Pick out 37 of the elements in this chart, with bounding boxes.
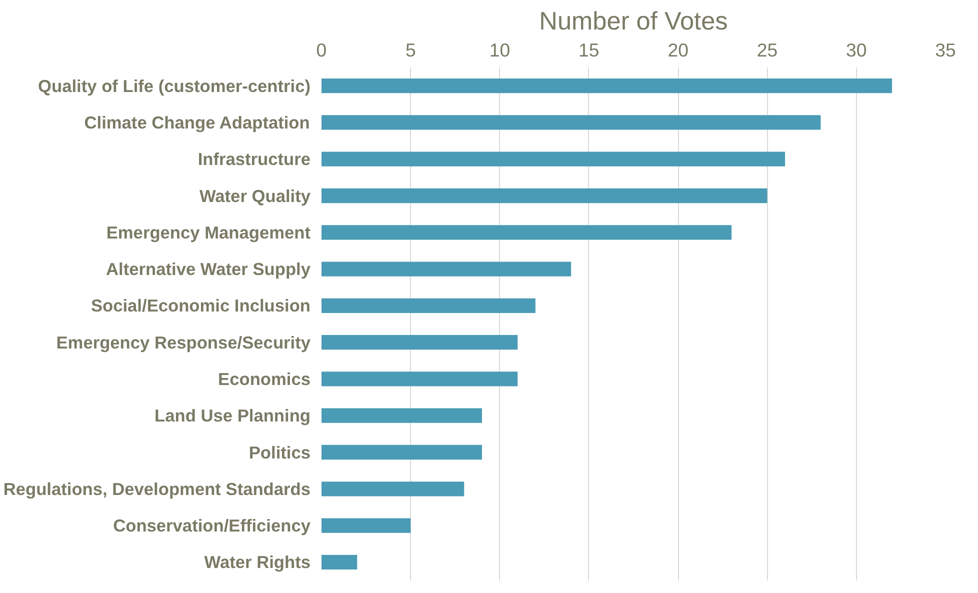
y-tick-label: Politics — [248, 442, 311, 462]
y-tick-label: Infrastructure — [198, 149, 311, 170]
y-tick-label: Emergency Management — [106, 222, 311, 242]
bar — [322, 188, 768, 204]
bar — [322, 225, 732, 240]
bar — [322, 262, 572, 276]
bar — [322, 482, 464, 496]
bar — [322, 78, 892, 94]
y-tick-label: Alternative Water Supply — [106, 259, 311, 280]
x-tick-label: 10 — [489, 40, 510, 60]
bar — [322, 408, 482, 423]
bar — [322, 444, 482, 460]
y-tick-label: Water Quality — [199, 186, 311, 206]
bar — [322, 372, 518, 386]
x-tick-label: 20 — [668, 40, 688, 60]
x-tick-label: 30 — [846, 40, 867, 60]
y-tick-label: Land Use Planning — [154, 406, 311, 426]
chart-title: Number of Votes — [539, 8, 728, 36]
y-tick-label: Quality of Life (customer-centric) — [38, 76, 311, 96]
y-tick-label: Social/Economic Inclusion — [90, 296, 311, 316]
x-tick-label: 25 — [756, 40, 778, 60]
x-tick-label: 5 — [405, 40, 416, 60]
y-tick-label: Economics — [218, 368, 311, 389]
bar — [322, 115, 821, 130]
x-tick-label: 35 — [935, 40, 956, 60]
y-tick-label: Emergency Response/Security — [56, 332, 311, 352]
y-tick-label: Water Rights — [204, 552, 311, 572]
bar — [322, 298, 536, 314]
bar — [322, 554, 358, 570]
x-tick-label: 0 — [316, 40, 327, 60]
bar — [322, 152, 786, 166]
y-tick-label: Regulations, Development Standards — [3, 478, 311, 499]
y-tick-label: Conservation/Efficiency — [113, 516, 311, 536]
x-tick-label: 15 — [578, 40, 600, 60]
bar — [322, 518, 411, 533]
y-tick-label: Climate Change Adaptation — [84, 112, 310, 132]
bar — [322, 334, 518, 350]
